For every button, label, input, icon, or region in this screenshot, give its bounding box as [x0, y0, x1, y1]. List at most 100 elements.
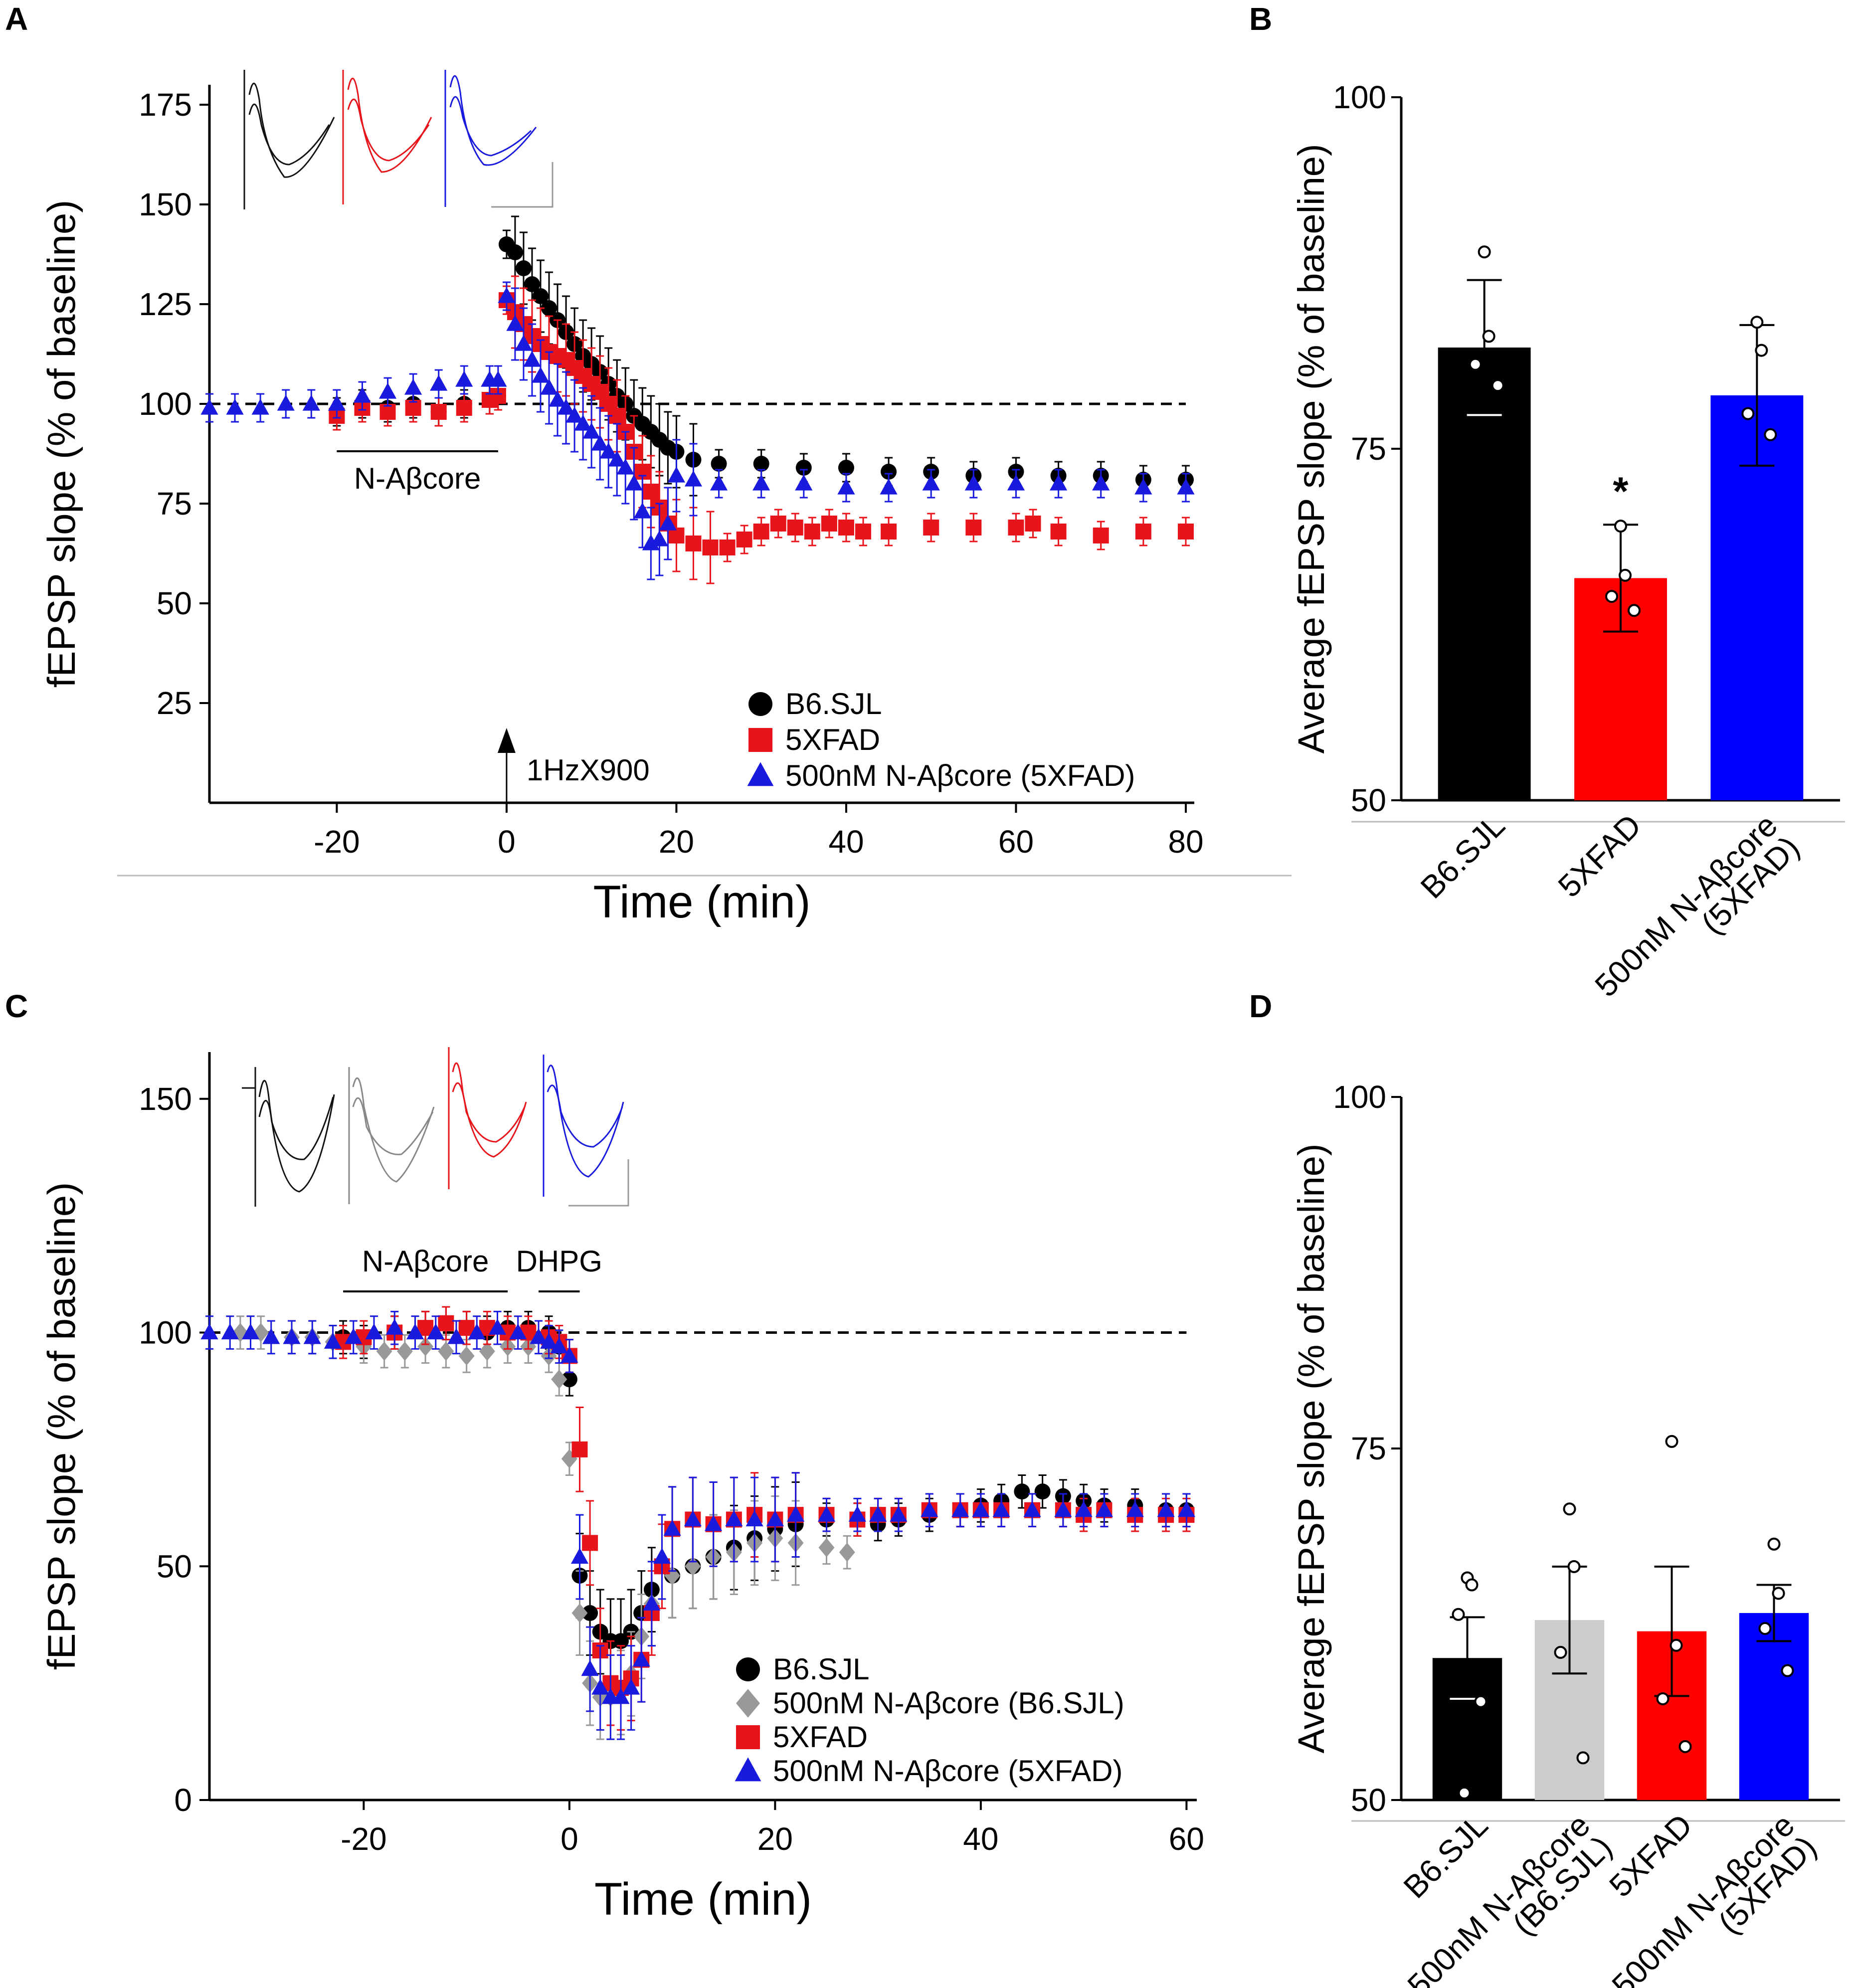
data-point [890, 1505, 908, 1522]
data-point [561, 1371, 577, 1388]
individual-point [1554, 1645, 1567, 1659]
data-point [468, 1323, 486, 1340]
data-point [456, 400, 472, 416]
data-point [489, 370, 507, 387]
data-point [515, 260, 532, 276]
data-point [571, 1603, 588, 1623]
data-point [200, 398, 218, 415]
data-point [523, 351, 541, 367]
data-point [200, 1323, 218, 1340]
data-point [881, 524, 897, 540]
data-point [705, 1515, 723, 1531]
data-point [378, 382, 397, 399]
data-point [1093, 528, 1109, 543]
individual-point [1576, 1751, 1590, 1765]
drug-bar-label: N-Aβcore [362, 1245, 489, 1278]
data-point [1008, 520, 1024, 536]
data-point [582, 1535, 598, 1551]
legend-marker [748, 692, 772, 716]
data-point [869, 1505, 887, 1522]
data-point [965, 520, 982, 536]
x-tick-label: -20 [341, 1821, 387, 1857]
data-point [353, 386, 372, 403]
data-point [711, 456, 727, 472]
data-point [328, 394, 346, 411]
bar [1438, 347, 1531, 800]
individual-point [1619, 568, 1632, 582]
data-point [745, 1510, 763, 1527]
panel-c-chart: -20 0 20 40 60 0 50 100 150 Time (min) fEPSP slope… [39, 1052, 1204, 1925]
data-point [479, 1341, 495, 1361]
y-axis-title: Average fEPSP slope (% of baseline) [1291, 144, 1332, 753]
data-point [752, 474, 770, 491]
data-point [530, 1328, 548, 1344]
data-point [565, 406, 583, 423]
legend-marker [735, 1757, 761, 1782]
data-point [951, 1501, 969, 1517]
data-point [458, 1346, 475, 1366]
category-label: B6.SJL [1397, 1807, 1495, 1905]
y-tick-label: 100 [1333, 1079, 1386, 1115]
data-point [685, 1557, 701, 1576]
individual-point [1767, 1537, 1781, 1551]
individual-point [1491, 379, 1504, 392]
y-axis-title: fEPSP slope (% of baseline) [39, 1182, 83, 1670]
data-point [599, 442, 617, 459]
series-3 [200, 1310, 1195, 1740]
data-point [385, 1318, 403, 1335]
data-point [498, 287, 516, 303]
data-point [1054, 1501, 1072, 1517]
x-tick-label: 0 [560, 1821, 578, 1857]
data-point [650, 530, 668, 546]
data-point [1092, 474, 1110, 491]
series-0 [329, 215, 1194, 497]
y-tick-label: 50 [1351, 1782, 1386, 1818]
individual-point [1469, 358, 1482, 371]
series-2 [200, 281, 1195, 580]
data-point [719, 540, 736, 555]
data-point [612, 1688, 630, 1704]
data-point [262, 1328, 280, 1344]
drug-bar-label: N-Aβcore [354, 462, 481, 495]
data-point [622, 1678, 640, 1695]
data-point [817, 1505, 836, 1522]
data-point [964, 474, 982, 491]
stimulus-arrow [497, 728, 516, 753]
individual-point [1465, 1578, 1479, 1592]
legend-label: 500nM N-Aβcore (5XFAD) [773, 1754, 1122, 1788]
y-tick-label: 25 [157, 685, 192, 721]
data-point [881, 464, 897, 480]
data-point [616, 458, 634, 475]
data-point [1023, 1501, 1041, 1517]
data-point [571, 1441, 588, 1457]
category-label: 500nM N-Aβcore(B6.SJL) [1401, 1807, 1619, 1988]
data-point [663, 1519, 681, 1536]
y-tick-label: 75 [157, 486, 192, 522]
individual-point [1665, 1435, 1678, 1448]
data-point [972, 1501, 990, 1517]
data-point [447, 1328, 465, 1344]
data-point [766, 1510, 784, 1527]
data-point [506, 315, 524, 331]
x-tick-label: 60 [998, 824, 1034, 860]
data-point [795, 460, 812, 476]
series-2 [335, 1306, 1195, 1731]
data-point [1014, 1483, 1030, 1500]
individual-point [1772, 1587, 1785, 1600]
data-point [1095, 1501, 1113, 1517]
data-point [684, 470, 703, 487]
data-point [226, 398, 244, 415]
data-point [992, 1501, 1010, 1517]
data-point [427, 1323, 445, 1340]
data-point [221, 1323, 239, 1340]
individual-point [1741, 407, 1755, 420]
y-tick-label: 100 [1333, 79, 1386, 115]
data-point [795, 474, 813, 491]
data-point [667, 466, 686, 483]
x-tick-label: 20 [659, 824, 694, 860]
data-point [633, 502, 651, 519]
trace-c-naβcore-5xfad [543, 1055, 624, 1197]
series-1 [329, 275, 1194, 584]
y-tick-label: 75 [1351, 1431, 1386, 1466]
